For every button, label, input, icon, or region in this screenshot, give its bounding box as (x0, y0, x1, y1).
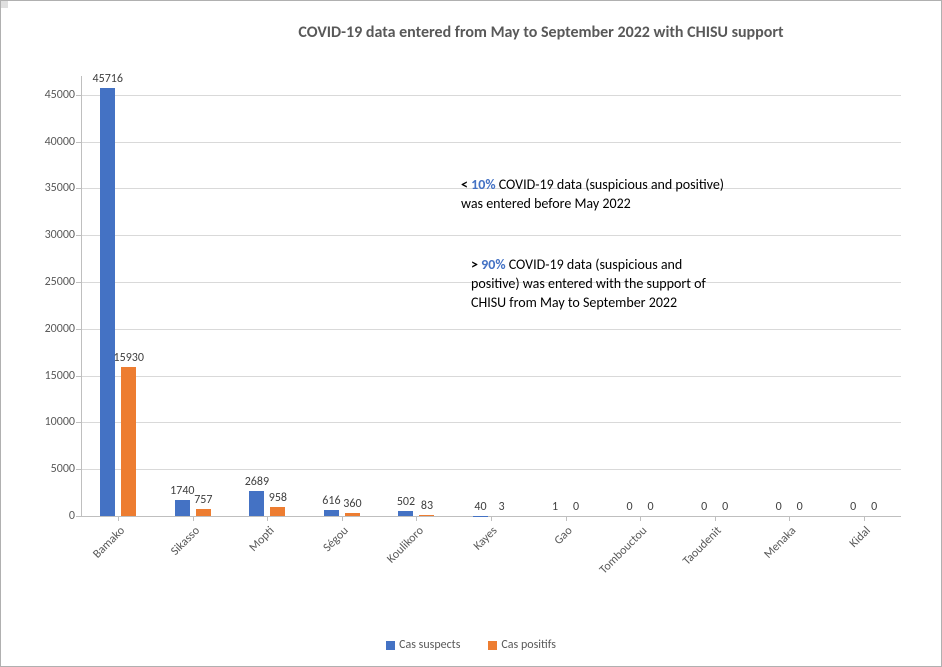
y-tick-label: 35000 (15, 181, 75, 195)
x-category-label: Sikasso (168, 524, 203, 559)
gridline (81, 376, 901, 377)
data-label: 45716 (93, 72, 123, 86)
data-label: 757 (194, 493, 212, 507)
x-tick-mark (566, 516, 567, 521)
data-label: 0 (573, 500, 579, 514)
legend-item: Cas positifs (488, 638, 556, 652)
annotation-line: > 90% COVID-19 data (suspicious and (471, 256, 706, 275)
data-label: 0 (850, 500, 856, 514)
legend-swatch (488, 641, 497, 650)
legend-swatch (386, 641, 395, 650)
data-label: 15930 (114, 351, 144, 365)
y-axis-line (81, 76, 82, 516)
x-tick-mark (491, 516, 492, 521)
x-category-label: Koulikoro (384, 524, 426, 566)
annotation: < 10% COVID-19 data (suspicious and posi… (461, 176, 724, 214)
chart-title: COVID-19 data entered from May to Septem… (191, 23, 891, 42)
x-category-label: Mopti (246, 524, 277, 555)
x-tick-mark (715, 516, 716, 521)
data-label: 83 (421, 499, 433, 513)
y-tick-label: 30000 (15, 228, 75, 242)
bar (324, 510, 339, 516)
legend-label: Cas positifs (501, 638, 556, 652)
annotation-text: COVID-19 data (suspicious and (506, 256, 683, 273)
x-category-label: Kidal (847, 524, 874, 551)
x-category-label: Gao (552, 524, 576, 548)
x-tick-mark (193, 516, 194, 521)
gridline (81, 235, 901, 236)
annotation: > 90% COVID-19 data (suspicious andposit… (471, 256, 706, 313)
x-category-label: Taoudenit (680, 524, 724, 568)
bar (100, 88, 115, 516)
y-tick-label: 40000 (15, 135, 75, 149)
x-category-label: Bamako (91, 524, 128, 561)
bar (419, 515, 434, 516)
x-tick-mark (789, 516, 790, 521)
annotation-line: CHISU from May to September 2022 (471, 294, 706, 313)
data-label: 0 (871, 500, 877, 514)
bar (249, 491, 264, 516)
x-tick-mark (416, 516, 417, 521)
data-label: 360 (343, 497, 361, 511)
bar (121, 367, 136, 516)
data-label: 616 (322, 494, 340, 508)
y-tick-label: 25000 (15, 275, 75, 289)
bar (270, 507, 285, 516)
bar (345, 513, 360, 516)
gridline (81, 469, 901, 470)
bar (175, 500, 190, 516)
legend-label: Cas suspects (399, 638, 460, 652)
y-tick-label: 5000 (15, 462, 75, 476)
data-label: 502 (397, 495, 415, 509)
legend-item: Cas suspects (386, 638, 460, 652)
gridline (81, 142, 901, 143)
x-category-label: Kayes (472, 524, 501, 553)
annotation-line: was entered before May 2022 (461, 195, 724, 214)
x-tick-mark (118, 516, 119, 521)
annotation-line: positive) was entered with the support o… (471, 275, 706, 294)
annotation-line: < 10% COVID-19 data (suspicious and posi… (461, 176, 724, 195)
annotation-percent: 10% (471, 176, 495, 193)
bar (398, 511, 413, 516)
y-tick-label: 0 (15, 509, 75, 523)
y-tick-label: 20000 (15, 322, 75, 336)
data-label: 2689 (245, 475, 269, 489)
y-tick-label: 10000 (15, 415, 75, 429)
gridline (81, 95, 901, 96)
gridline (81, 422, 901, 423)
data-label: 0 (701, 500, 707, 514)
chart-container: COVID-19 data entered from May to Septem… (0, 0, 942, 667)
data-label: 0 (797, 500, 803, 514)
bar (196, 509, 211, 516)
data-label: 3 (498, 500, 504, 514)
data-label: 0 (722, 500, 728, 514)
data-label: 0 (648, 500, 654, 514)
x-tick-mark (864, 516, 865, 521)
data-label: 0 (627, 500, 633, 514)
annotation-symbol: > (471, 256, 481, 273)
x-category-label: Menaka (761, 524, 799, 562)
gridline (81, 329, 901, 330)
x-tick-mark (640, 516, 641, 521)
data-label: 1 (552, 500, 558, 514)
data-label: 958 (269, 491, 287, 505)
x-tick-mark (342, 516, 343, 521)
annotation-symbol: < (461, 176, 471, 193)
annotation-percent: 90% (481, 256, 505, 273)
legend: Cas suspects Cas positifs (1, 638, 941, 652)
y-tick-label: 15000 (15, 369, 75, 383)
x-tick-mark (267, 516, 268, 521)
data-label: 0 (776, 500, 782, 514)
y-tick-label: 45000 (15, 88, 75, 102)
data-label: 40 (474, 500, 486, 514)
x-category-label: Ségou (321, 524, 352, 555)
data-label: 1740 (170, 484, 194, 498)
x-category-label: Tombouctou (597, 524, 650, 577)
annotation-text: COVID-19 data (suspicious and positive) (496, 176, 725, 193)
corner-decoration (1, 1, 8, 8)
